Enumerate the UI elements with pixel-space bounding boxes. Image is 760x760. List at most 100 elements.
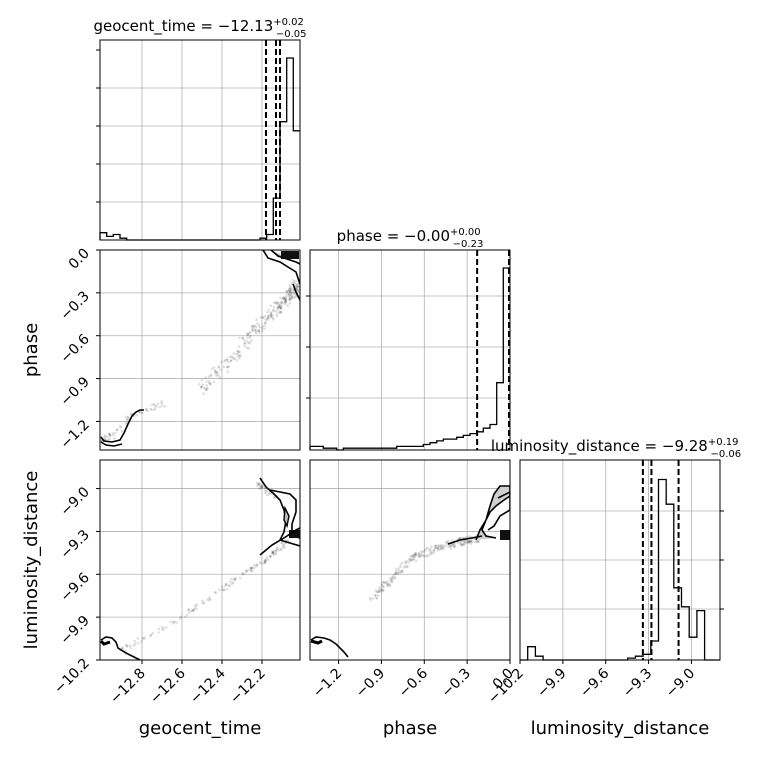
sample-point xyxy=(232,579,236,582)
sample-point xyxy=(381,580,385,584)
sample-point xyxy=(208,596,211,599)
sample-point xyxy=(158,405,162,409)
sample-point xyxy=(293,295,297,299)
sample-point xyxy=(421,553,425,557)
sample-point xyxy=(376,590,379,593)
sample-point xyxy=(230,582,234,585)
sample-point xyxy=(222,365,226,369)
sample-point xyxy=(428,553,431,557)
contour-peak-b xyxy=(281,251,299,259)
sample-point xyxy=(208,599,211,602)
sample-point xyxy=(470,539,473,542)
sample-point xyxy=(103,435,107,439)
sample-point xyxy=(154,407,157,410)
contour-mid-e xyxy=(487,491,510,531)
sample-point xyxy=(230,355,233,358)
sample-point xyxy=(419,554,423,557)
sample-point xyxy=(289,293,293,297)
sample-point xyxy=(371,597,375,600)
sample-point xyxy=(269,313,273,317)
sample-point xyxy=(226,588,229,591)
sample-point xyxy=(410,558,413,561)
sample-point xyxy=(439,545,443,548)
sample-point xyxy=(160,401,163,405)
sample-point xyxy=(183,615,187,619)
sample-point xyxy=(282,544,285,547)
sample-point xyxy=(133,639,137,643)
sample-point xyxy=(292,280,296,284)
sample-point xyxy=(246,333,250,337)
sample-point xyxy=(114,431,117,435)
sample-point xyxy=(241,336,244,340)
sample-point xyxy=(121,646,124,650)
sample-point xyxy=(272,301,276,305)
sample-point xyxy=(469,542,473,545)
sample-point xyxy=(260,329,264,333)
sample-point xyxy=(274,310,278,313)
sample-point xyxy=(226,370,230,373)
sample-point xyxy=(266,493,269,497)
sample-point xyxy=(272,550,276,553)
sample-point xyxy=(225,365,229,369)
sample-point xyxy=(150,408,154,412)
sample-point xyxy=(223,588,226,591)
sample-point xyxy=(142,637,146,640)
sample-point xyxy=(191,608,195,612)
sample-point xyxy=(143,636,146,639)
sample-point xyxy=(382,588,385,592)
sample-point xyxy=(289,292,293,295)
sample-point xyxy=(477,539,480,543)
sample-point xyxy=(414,553,417,556)
sample-point xyxy=(229,580,232,583)
sample-point xyxy=(205,384,208,387)
sample-point xyxy=(469,540,472,543)
sample-point xyxy=(272,306,276,309)
sample-point xyxy=(108,432,111,436)
sample-point xyxy=(277,305,281,309)
sample-point xyxy=(188,611,191,614)
sample-point xyxy=(418,555,422,558)
sample-point xyxy=(400,570,404,573)
panel-ld-vs-geocent-time: −9.0 −9.3 −9.6 −9.9 −10.2 −12.8−12.6−12.4−12… xyxy=(21,459,301,739)
xlabel-phase: phase xyxy=(383,718,437,739)
sample-point xyxy=(243,339,246,342)
sample-point xyxy=(291,294,294,298)
sample-point xyxy=(296,285,300,288)
sample-point xyxy=(197,382,201,386)
tick-label: −12.8 xyxy=(107,666,149,708)
sample-point xyxy=(405,565,409,569)
sample-point xyxy=(406,565,409,568)
sample-point xyxy=(274,551,278,554)
sample-point xyxy=(250,328,254,331)
sample-point xyxy=(265,558,268,561)
sample-point xyxy=(463,540,466,543)
yticks-luminosity-distance: −9.0 −9.3 −9.6 −9.9 −10.2 xyxy=(51,484,100,697)
sample-point xyxy=(408,558,411,561)
sample-point xyxy=(161,628,164,631)
sample-point xyxy=(124,415,128,419)
sample-point xyxy=(286,304,290,308)
sample-point xyxy=(452,542,456,546)
sample-point xyxy=(403,565,407,568)
sample-point xyxy=(442,548,445,551)
frame-ld-vs-geocent-time xyxy=(99,459,301,661)
sample-point xyxy=(153,408,156,412)
sample-point xyxy=(282,297,286,301)
sample-point xyxy=(434,544,438,547)
tick-label: −12.6 xyxy=(147,665,189,707)
sample-point xyxy=(251,566,254,570)
frame-geocent-time-hist xyxy=(99,39,301,241)
sample-point xyxy=(284,300,287,304)
sample-point xyxy=(175,621,179,624)
sample-point xyxy=(151,632,155,635)
sample-point xyxy=(417,552,420,556)
sample-point xyxy=(217,374,220,377)
sample-point xyxy=(418,554,421,557)
sample-point xyxy=(389,584,392,587)
sample-point xyxy=(244,569,248,573)
sample-point xyxy=(400,569,403,572)
grid-phase-hist xyxy=(310,250,511,450)
sample-point xyxy=(282,296,285,300)
sample-point xyxy=(269,312,273,315)
sample-point xyxy=(423,548,427,552)
